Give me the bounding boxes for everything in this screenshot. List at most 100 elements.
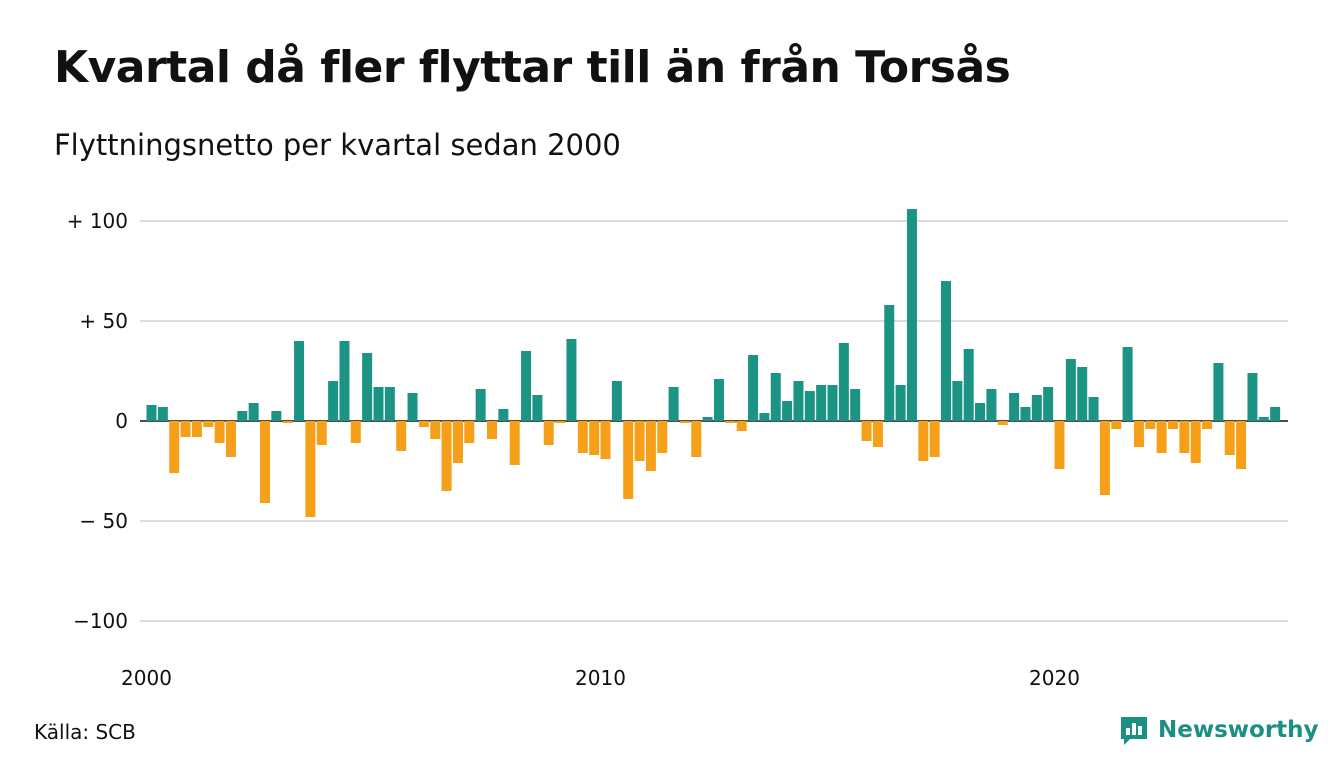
brand-name: Newsworthy [1158,717,1319,743]
bar [1111,421,1122,429]
bars [146,209,1281,517]
bar [1133,421,1144,447]
bar [600,421,611,459]
bar [736,421,747,431]
bar [555,421,566,423]
bar [362,353,373,421]
bar [475,389,486,421]
bar [169,421,180,473]
x-tick-label: 2000 [121,666,172,690]
bar [668,387,679,421]
bar [906,209,917,421]
bar [452,421,463,463]
bar [1190,421,1201,463]
bar [237,411,248,421]
bar [316,421,327,445]
bar [1054,421,1065,469]
bar [418,421,429,427]
bar [1043,387,1054,421]
bar [793,381,804,421]
bar [203,421,214,427]
y-tick-label: + 50 [79,309,128,333]
bar [1065,359,1076,421]
bar [963,349,974,421]
bar [441,421,452,491]
bar [1145,421,1156,429]
bar [305,421,316,517]
bar [679,421,690,423]
y-tick-label: + 100 [67,209,128,233]
bar [759,413,770,421]
bar [384,387,395,421]
bar [464,421,475,443]
bar [1168,421,1178,429]
bar [827,385,838,421]
bar [611,381,622,421]
bar [645,421,656,471]
tick-labels: + 100 + 50 0 − 50 −100 2000 2010 2020 [67,209,1080,690]
bar [623,421,634,499]
bar [350,421,361,443]
source-note: Källa: SCB [34,720,136,744]
bar [816,385,827,421]
bar [157,407,168,421]
bar [577,421,588,453]
bar [702,417,713,421]
bar [407,393,418,421]
bar [396,421,407,451]
bar [657,421,668,453]
bar [1179,421,1190,453]
bar [180,421,191,437]
brand-logo: Newsworthy [1118,714,1319,746]
bar [373,387,384,421]
bar [532,395,543,421]
bar [918,421,929,461]
bar [260,421,270,503]
bar [1247,373,1258,421]
bar [941,281,951,421]
bar [214,421,225,443]
bar [861,421,872,441]
bar [589,421,600,455]
bar [714,379,724,421]
bar [566,339,577,421]
bar [282,421,293,423]
bar [1270,407,1281,421]
bar [1236,421,1247,469]
bar [339,341,350,421]
bar [294,341,305,421]
bar [997,421,1008,425]
bar [1020,407,1031,421]
bar [521,351,532,421]
bar [850,389,861,421]
bar [895,385,906,421]
bar [1213,363,1224,421]
bar [725,421,736,423]
bar [929,421,940,457]
bar [271,411,282,421]
bar [1009,393,1020,421]
bar [1202,421,1213,429]
bar [225,421,236,457]
bar [430,421,441,439]
y-tick-label: 0 [115,409,128,433]
bar [804,391,815,421]
bar [838,343,849,421]
chart-subtitle: Flyttningsnetto per kvartal sedan 2000 [54,128,621,162]
bar [1077,367,1088,421]
bar [884,305,895,421]
bar [1099,421,1110,495]
bar [509,421,520,465]
chart-title: Kvartal då fler flyttar till än från Tor… [54,42,1011,93]
bar [691,421,702,457]
y-tick-label: − 50 [79,509,128,533]
bar [770,373,781,421]
bar [1224,421,1235,455]
bar [1031,395,1042,421]
bar [543,421,554,445]
bar [975,403,986,421]
bar [1122,347,1133,421]
bar [634,421,645,461]
bar [248,403,259,421]
